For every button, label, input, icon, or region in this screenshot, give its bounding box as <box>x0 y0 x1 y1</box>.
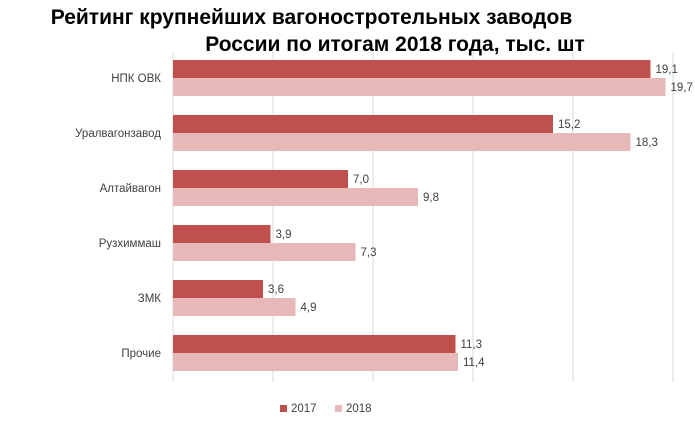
data-label-2018-3: 9,8 <box>423 192 439 204</box>
bar-2018-5 <box>173 298 296 316</box>
bar-2018-6 <box>173 353 458 371</box>
bar-2018-3 <box>173 188 418 206</box>
legend-swatch-2017 <box>280 405 287 412</box>
category-label: Уралвагонзавод <box>75 128 161 140</box>
data-label-2017-6: 11,3 <box>461 339 483 351</box>
data-label-2018-2: 18,3 <box>636 137 658 149</box>
data-label-2017-4: 3,9 <box>276 229 292 241</box>
category-label: Алтайвагон <box>100 183 161 195</box>
category-label: НПК ОВК <box>111 73 161 85</box>
chart-title-line-2: России по итогам 2018 года, тыс. шт <box>205 33 585 56</box>
category-label: ЗМК <box>138 293 162 305</box>
data-label-2017-2: 15,2 <box>558 119 580 131</box>
bar-2017-2 <box>173 115 553 133</box>
category-label: Рузхиммаш <box>99 238 161 250</box>
data-label-2018-4: 7,3 <box>361 247 377 259</box>
bar-2018-2 <box>173 133 631 151</box>
data-label-2017-5: 3,6 <box>268 284 284 296</box>
bars <box>173 60 666 371</box>
bar-2017-6 <box>173 335 456 353</box>
chart-title-line-1: Рейтинг крупнейших вагоностротельных зав… <box>50 6 573 29</box>
legend: 2017 2018 <box>280 403 372 415</box>
data-label-2017-3: 7,0 <box>353 174 369 186</box>
bar-2018-4 <box>173 243 356 261</box>
legend-swatch-2018 <box>335 405 342 412</box>
bar-2017-4 <box>173 225 271 243</box>
data-label-2018-1: 19,7 <box>671 82 693 94</box>
category-labels: НПК ОВК Уралвагонзавод Алтайвагон Рузхиммаш… <box>75 73 161 360</box>
gridlines <box>172 52 674 382</box>
category-label: Прочие <box>121 348 161 360</box>
legend-label-2017: 2017 <box>291 403 317 415</box>
bar-2017-3 <box>173 170 348 188</box>
bar-2018-1 <box>173 78 666 96</box>
data-labels: 19,1 19,7 15,2 18,3 7,0 9,8 3,9 7,3 3,6 4,9 11,3 11… <box>268 64 693 369</box>
chart-title: Рейтинг крупнейших вагоностротельных зав… <box>0 4 695 58</box>
data-label-2018-6: 11,4 <box>463 357 485 369</box>
bar-2017-1 <box>173 60 651 78</box>
legend-label-2018: 2018 <box>346 403 372 415</box>
data-label-2017-1: 19,1 <box>656 64 678 76</box>
data-label-2018-5: 4,9 <box>301 302 317 314</box>
bar-2017-5 <box>173 280 263 298</box>
